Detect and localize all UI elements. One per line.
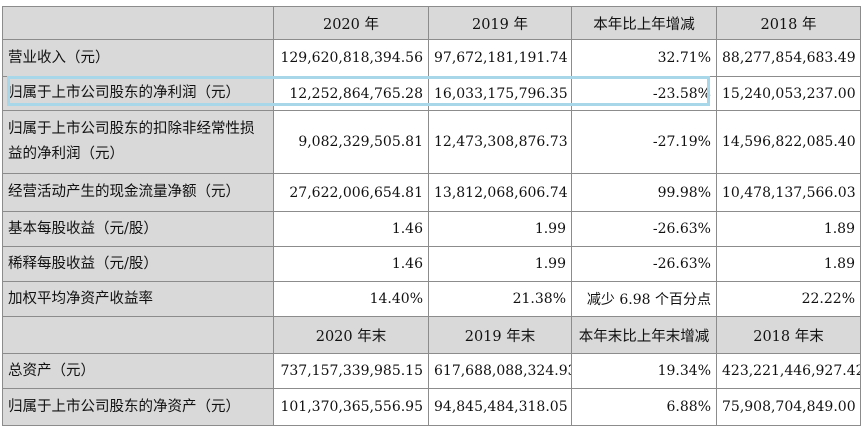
value-cell: 14.40% xyxy=(273,281,429,317)
value-cell: 1.46 xyxy=(273,246,429,282)
header-cell: 2019 年 xyxy=(428,6,572,40)
value-cell: 617,688,088,324.93 xyxy=(428,353,572,389)
header-row-annual: 2020 年 2019 年 本年比上年增减 2018 年 xyxy=(2,6,861,40)
value-cell: 12,252,864,765.28 xyxy=(273,76,429,111)
value-cell: 10,478,137,566.03 xyxy=(716,173,861,212)
value-cell: 21.38% xyxy=(428,281,572,317)
value-cell: 94,845,484,318.05 xyxy=(428,388,572,426)
value-cell: -27.19% xyxy=(571,110,717,174)
value-cell: 88,277,854,683.49 xyxy=(716,39,861,77)
header-cell: 本年比上年增减 xyxy=(571,6,717,40)
table-row: 归属于上市公司股东的净资产（元） 101,370,365,556.95 94,8… xyxy=(2,388,861,426)
header-cell: 2020 年 xyxy=(273,6,429,40)
value-cell: 32.71% xyxy=(571,39,717,77)
value-cell: 15,240,053,237.00 xyxy=(716,76,861,111)
table-row: 营业收入（元） 129,620,818,394.56 97,672,181,19… xyxy=(2,39,861,77)
table-row: 基本每股收益（元/股） 1.46 1.99 -26.63% 1.89 xyxy=(2,211,861,247)
value-cell: 16,033,175,796.35 xyxy=(428,76,572,111)
value-cell: 97,672,181,191.74 xyxy=(428,39,572,77)
value-cell: 1.89 xyxy=(716,246,861,282)
value-cell: 22.22% xyxy=(716,281,861,317)
value-cell: 1.89 xyxy=(716,211,861,247)
row-label: 经营活动产生的现金流量净额（元） xyxy=(2,173,274,212)
header-cell: 本年末比上年末增减 xyxy=(571,316,717,354)
value-cell: 14,596,822,085.40 xyxy=(716,110,861,174)
table-row: 归属于上市公司股东的净利润（元） 12,252,864,765.28 16,03… xyxy=(2,76,861,111)
value-cell: 1.46 xyxy=(273,211,429,247)
row-label: 基本每股收益（元/股） xyxy=(2,211,274,247)
header-cell: 2018 年 xyxy=(716,6,861,40)
value-cell: -26.63% xyxy=(571,246,717,282)
table-row: 稀释每股收益（元/股） 1.46 1.99 -26.63% 1.89 xyxy=(2,246,861,282)
row-label: 归属于上市公司股东的净利润（元） xyxy=(2,76,274,111)
row-label: 稀释每股收益（元/股） xyxy=(2,246,274,282)
value-cell: 减少 6.98 个百分点 xyxy=(571,281,717,317)
value-cell: 19.34% xyxy=(571,353,717,389)
header-cell: 2018 年末 xyxy=(716,316,861,354)
value-cell: 737,157,339,985.15 xyxy=(273,353,429,389)
financial-summary-table: 2020 年 2019 年 本年比上年增减 2018 年 营业收入（元） 129… xyxy=(2,6,861,426)
table-row: 总资产（元） 737,157,339,985.15 617,688,088,32… xyxy=(2,353,861,389)
row-label: 营业收入（元） xyxy=(2,39,274,77)
row-label: 归属于上市公司股东的扣除非经常性损益的净利润（元） xyxy=(2,110,274,174)
value-cell: 9,082,329,505.81 xyxy=(273,110,429,174)
value-cell: 27,622,006,654.81 xyxy=(273,173,429,212)
value-cell: 101,370,365,556.95 xyxy=(273,388,429,426)
header-cell xyxy=(2,316,274,354)
value-cell: 1.99 xyxy=(428,246,572,282)
value-cell: 99.98% xyxy=(571,173,717,212)
table-row: 加权平均净资产收益率 14.40% 21.38% 减少 6.98 个百分点 22… xyxy=(2,281,861,317)
header-row-year-end: 2020 年末 2019 年末 本年末比上年末增减 2018 年末 xyxy=(2,316,861,354)
row-label: 归属于上市公司股东的净资产（元） xyxy=(2,388,274,426)
value-cell: -26.63% xyxy=(571,211,717,247)
header-cell xyxy=(2,6,274,40)
value-cell: 1.99 xyxy=(428,211,572,247)
header-cell: 2019 年末 xyxy=(428,316,572,354)
value-cell: 13,812,068,606.74 xyxy=(428,173,572,212)
table-row: 经营活动产生的现金流量净额（元） 27,622,006,654.81 13,81… xyxy=(2,173,861,212)
value-cell: 75,908,704,849.00 xyxy=(716,388,861,426)
row-label: 加权平均净资产收益率 xyxy=(2,281,274,317)
value-cell: -23.58% xyxy=(571,76,717,111)
table-row: 归属于上市公司股东的扣除非经常性损益的净利润（元） 9,082,329,505.… xyxy=(2,110,861,174)
value-cell: 129,620,818,394.56 xyxy=(273,39,429,77)
header-cell: 2020 年末 xyxy=(273,316,429,354)
value-cell: 12,473,308,876.73 xyxy=(428,110,572,174)
value-cell: 423,221,446,927.42 xyxy=(716,353,861,389)
value-cell: 6.88% xyxy=(571,388,717,426)
row-label: 总资产（元） xyxy=(2,353,274,389)
